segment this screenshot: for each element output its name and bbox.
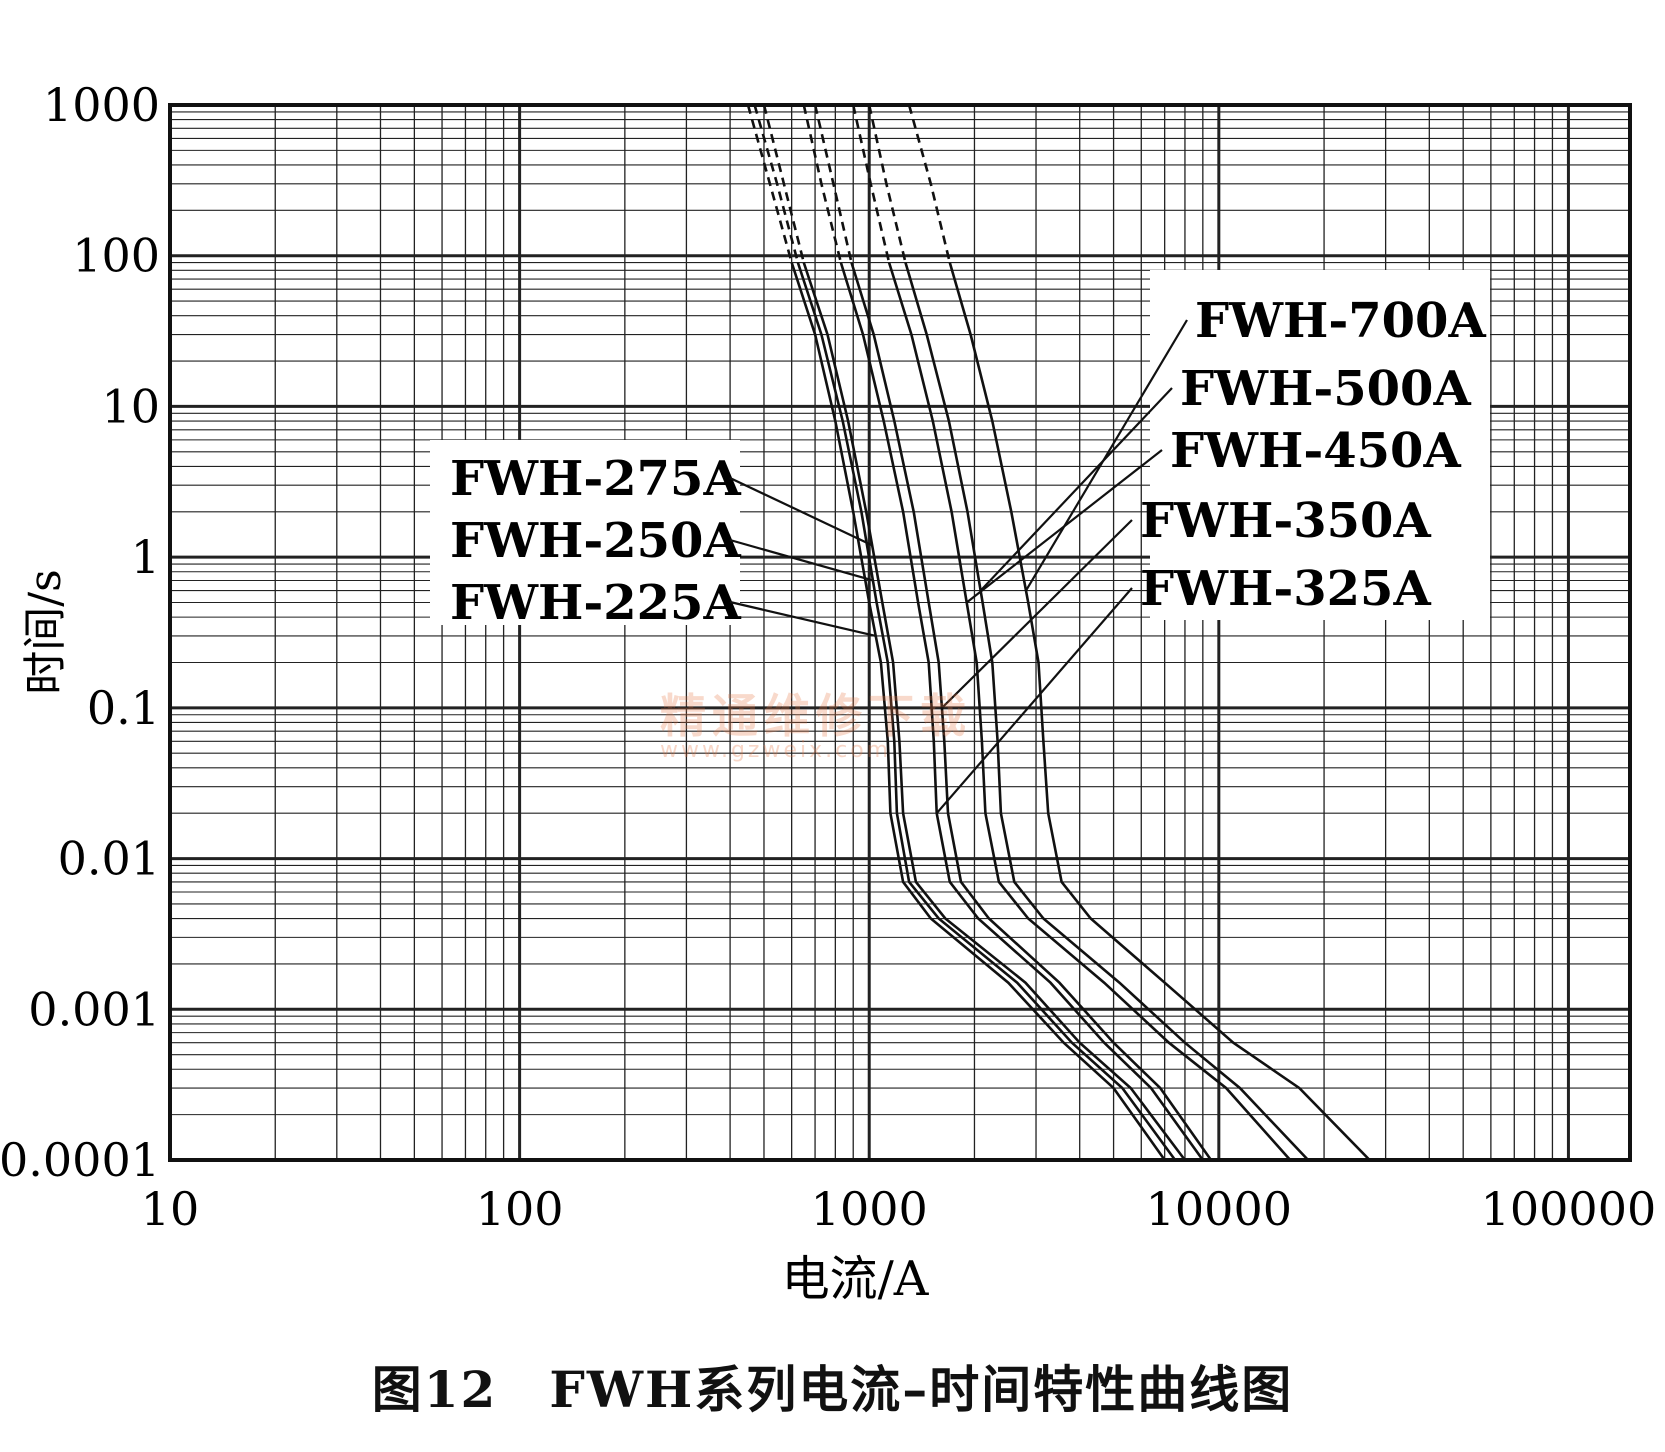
y-tick-label: 0.001 bbox=[28, 982, 160, 1036]
y-tick-label: 0.0001 bbox=[0, 1133, 160, 1187]
series-fwh-250a-dashed bbox=[753, 104, 800, 263]
annotation-fwh-250a: FWH-250A bbox=[450, 513, 741, 569]
annotation-fwh-450a: FWH-450A bbox=[1170, 423, 1461, 479]
annotation-fwh-225a: FWH-225A bbox=[450, 575, 741, 631]
annotation-box-left bbox=[430, 440, 740, 625]
series-fwh-500a bbox=[904, 262, 1310, 1161]
series-fwh-225a bbox=[790, 262, 1166, 1161]
leader-line-fwh-225a bbox=[729, 600, 876, 638]
series-fwh-250a bbox=[796, 262, 1177, 1161]
leader-line-fwh-275a bbox=[729, 477, 873, 547]
series-fwh-700a bbox=[948, 262, 1371, 1161]
leader-line-fwh-450a bbox=[965, 449, 1163, 604]
y-axis-label: 时间/s bbox=[20, 569, 71, 694]
leader-line-fwh-250a bbox=[729, 538, 874, 582]
watermark-url: www.gzweix.com bbox=[660, 738, 892, 763]
chart-ticks: 10 100 1000 10000 100000 1000 100 10 1 0.1 0.01 0.0… bbox=[0, 78, 1656, 1236]
plot-frame bbox=[168, 103, 1632, 1162]
x-tick-label: 1000 bbox=[811, 1182, 928, 1236]
x-tick-label: 10000 bbox=[1146, 1182, 1292, 1236]
series-fwh-450a-dashed bbox=[851, 104, 891, 263]
x-tick-label: 100 bbox=[476, 1182, 564, 1236]
x-tick-label: 10 bbox=[141, 1182, 200, 1236]
annotation-fwh-700a: FWH-700A bbox=[1195, 293, 1486, 349]
annotation-fwh-325a: FWH-325A bbox=[1140, 561, 1431, 617]
chart-series bbox=[746, 104, 1371, 1161]
leader-line-fwh-325a bbox=[935, 587, 1133, 814]
watermark-text: 精通维修下载 bbox=[660, 689, 972, 743]
y-tick-label: 1 bbox=[131, 530, 160, 584]
y-tick-label: 10 bbox=[101, 379, 160, 433]
leader-line-fwh-700a bbox=[1025, 319, 1188, 592]
chart-annotations: FWH-700A FWH-500A FWH-450A FWH-350A FWH-325A… bbox=[430, 270, 1490, 814]
annotation-fwh-275a: FWH-275A bbox=[450, 451, 741, 507]
y-tick-label: 100 bbox=[72, 229, 160, 283]
series-fwh-700a-dashed bbox=[907, 104, 952, 263]
y-tick-label: 0.01 bbox=[58, 832, 160, 886]
leader-line-fwh-350a bbox=[941, 519, 1133, 709]
series-fwh-500a-dashed bbox=[867, 104, 907, 263]
series-fwh-275a-dashed bbox=[762, 104, 806, 263]
series-fwh-350a-dashed bbox=[813, 104, 853, 263]
series-fwh-325a bbox=[839, 262, 1204, 1161]
annotation-box-right bbox=[1150, 270, 1490, 620]
annotation-fwh-350a: FWH-350A bbox=[1140, 493, 1431, 549]
series-fwh-350a bbox=[850, 262, 1213, 1161]
annotation-fwh-500a: FWH-500A bbox=[1180, 361, 1471, 417]
chart-grid bbox=[168, 105, 1630, 1162]
y-tick-label: 0.1 bbox=[87, 681, 160, 735]
x-tick-label: 100000 bbox=[1481, 1182, 1657, 1236]
leader-line-fwh-500a bbox=[979, 387, 1173, 592]
figure-caption: 图12 FWH系列电流–时间特性曲线图 bbox=[371, 1360, 1294, 1419]
series-fwh-275a bbox=[802, 262, 1186, 1161]
series-fwh-450a bbox=[887, 262, 1292, 1161]
series-fwh-225a-dashed bbox=[746, 104, 793, 263]
series-fwh-325a-dashed bbox=[802, 104, 843, 263]
x-axis-label: 电流/A bbox=[782, 1251, 930, 1307]
y-tick-label: 1000 bbox=[43, 78, 160, 132]
